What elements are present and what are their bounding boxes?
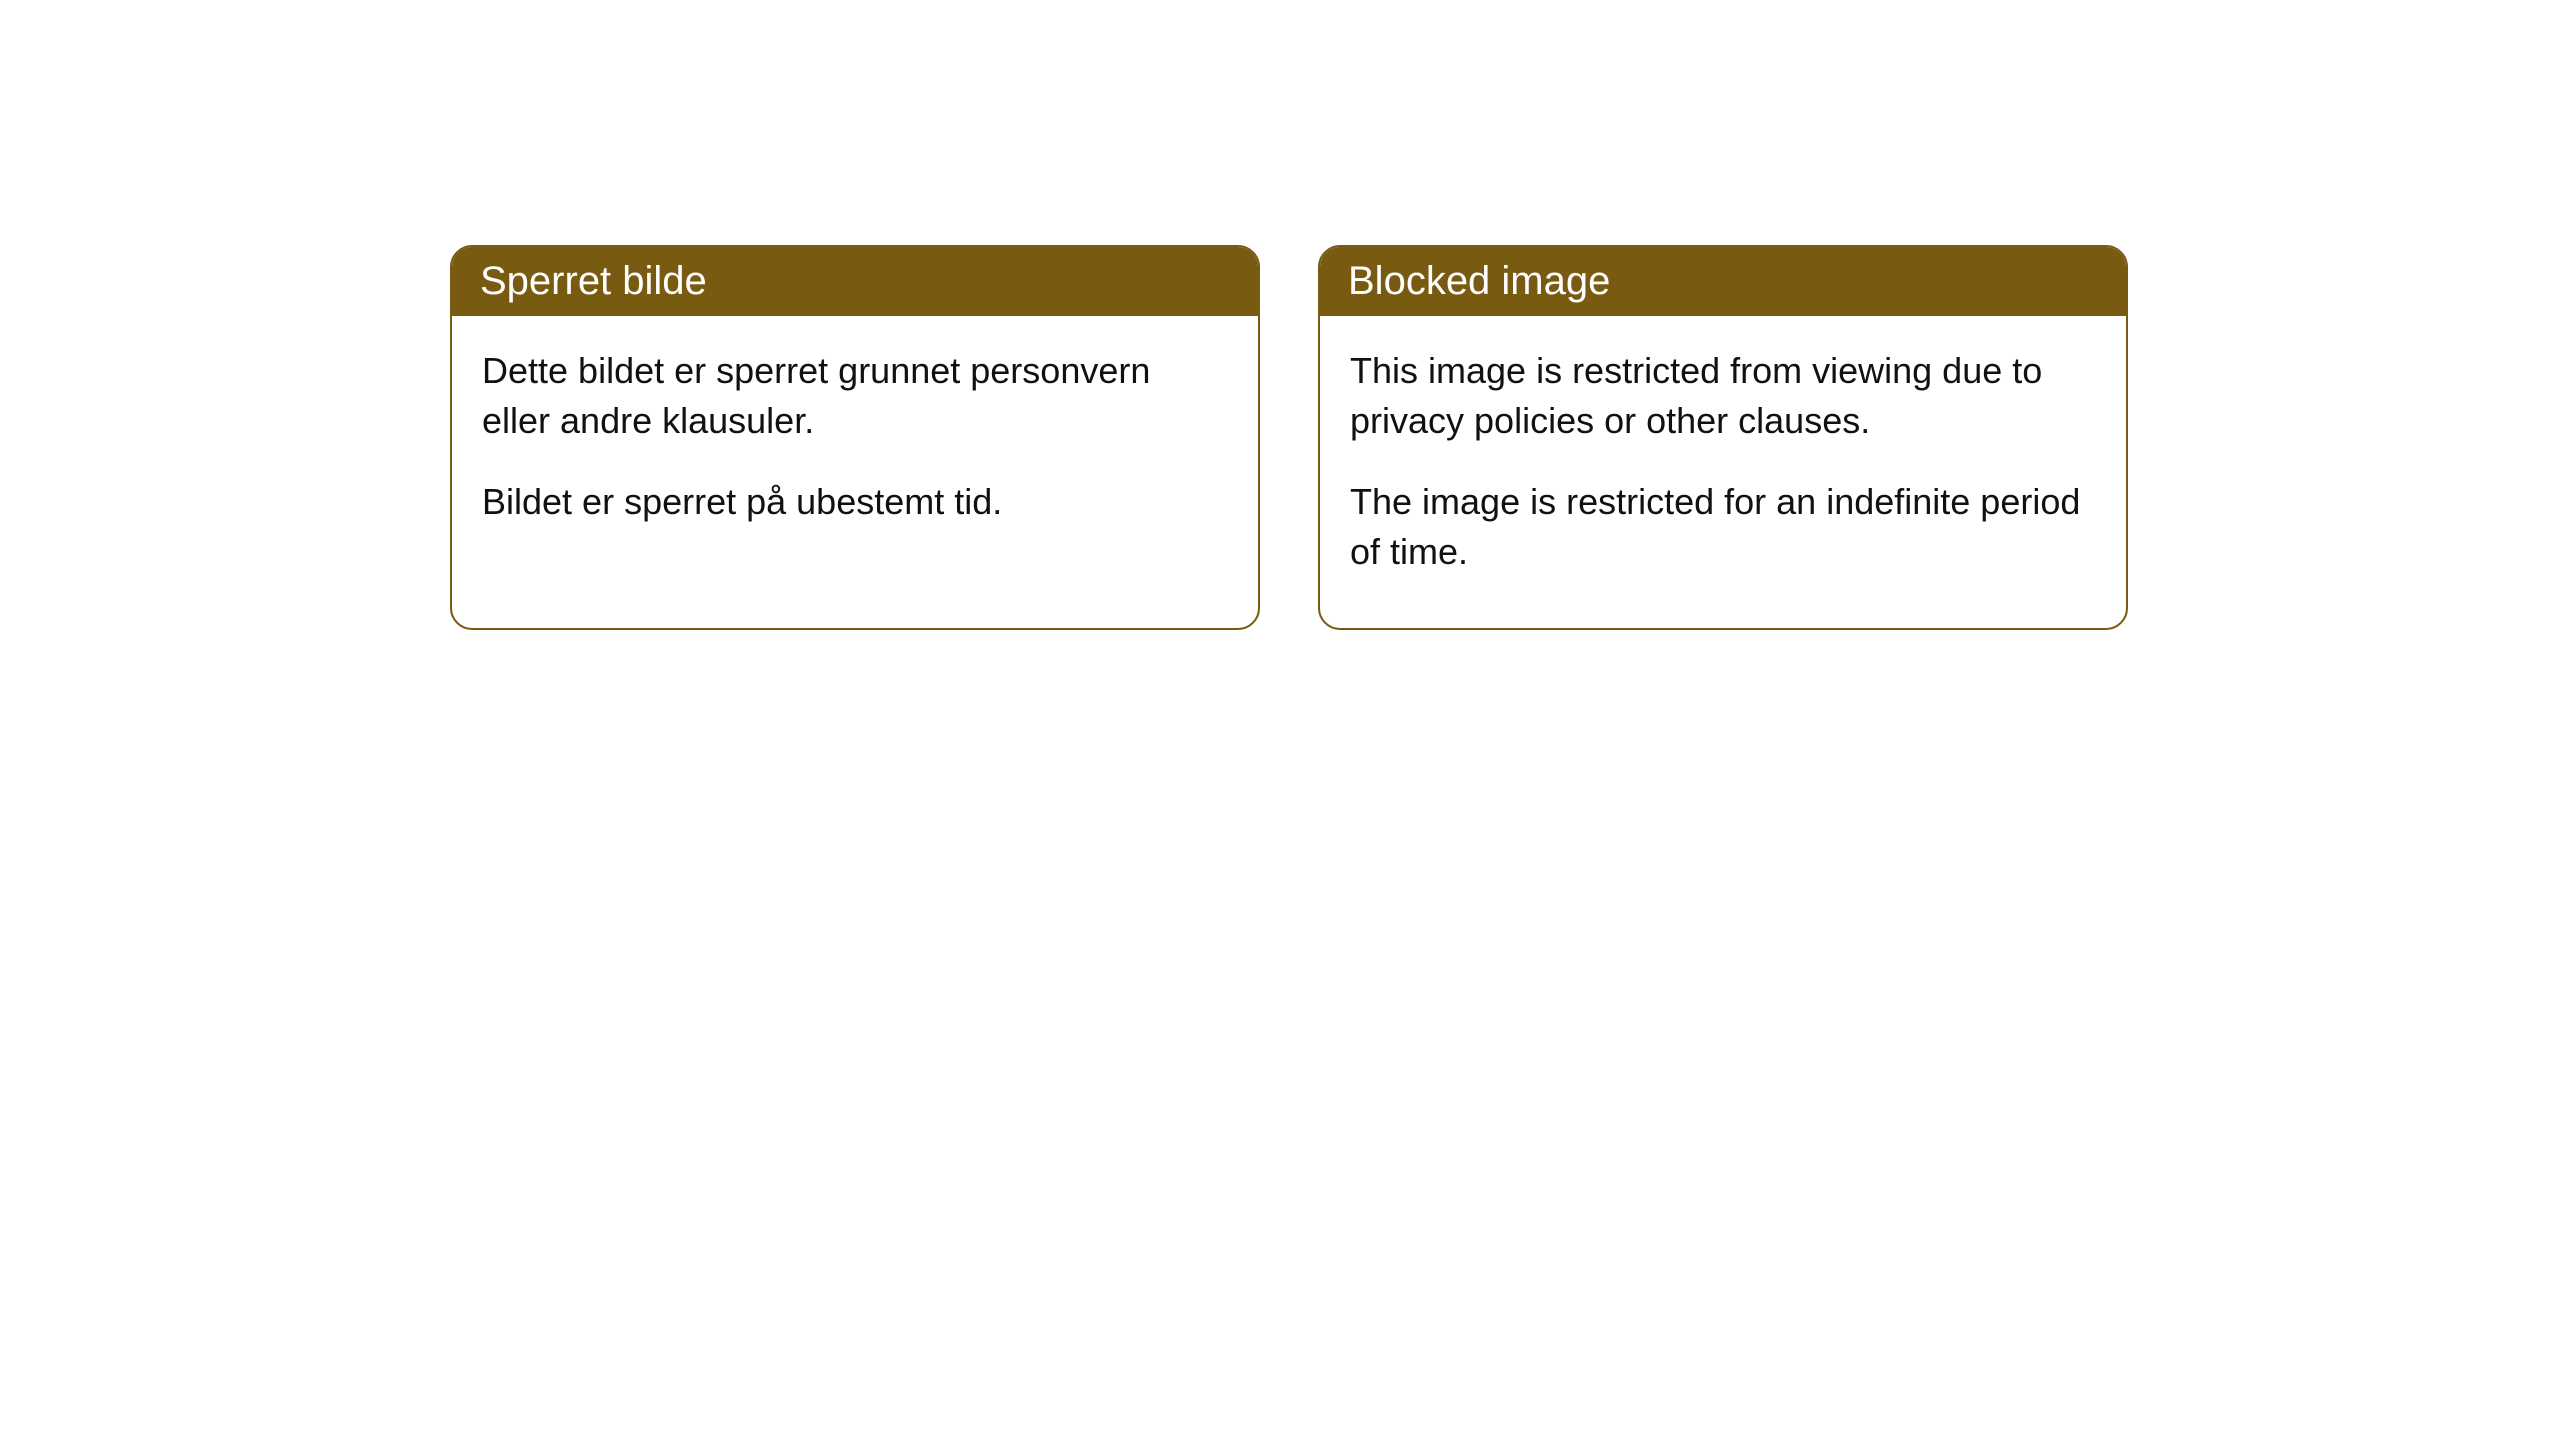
- card-title-norwegian: Sperret bilde: [480, 259, 707, 303]
- card-body-norwegian: Dette bildet er sperret grunnet personve…: [452, 316, 1258, 577]
- blocked-image-card-english: Blocked image This image is restricted f…: [1318, 245, 2128, 630]
- card-paragraph-1-norwegian: Dette bildet er sperret grunnet personve…: [482, 346, 1228, 447]
- card-header-english: Blocked image: [1320, 247, 2126, 316]
- notice-cards-container: Sperret bilde Dette bildet er sperret gr…: [450, 245, 2128, 630]
- card-title-english: Blocked image: [1348, 259, 1610, 303]
- card-paragraph-2-english: The image is restricted for an indefinit…: [1350, 477, 2096, 578]
- card-body-english: This image is restricted from viewing du…: [1320, 316, 2126, 628]
- card-paragraph-2-norwegian: Bildet er sperret på ubestemt tid.: [482, 477, 1228, 527]
- blocked-image-card-norwegian: Sperret bilde Dette bildet er sperret gr…: [450, 245, 1260, 630]
- card-paragraph-1-english: This image is restricted from viewing du…: [1350, 346, 2096, 447]
- card-header-norwegian: Sperret bilde: [452, 247, 1258, 316]
